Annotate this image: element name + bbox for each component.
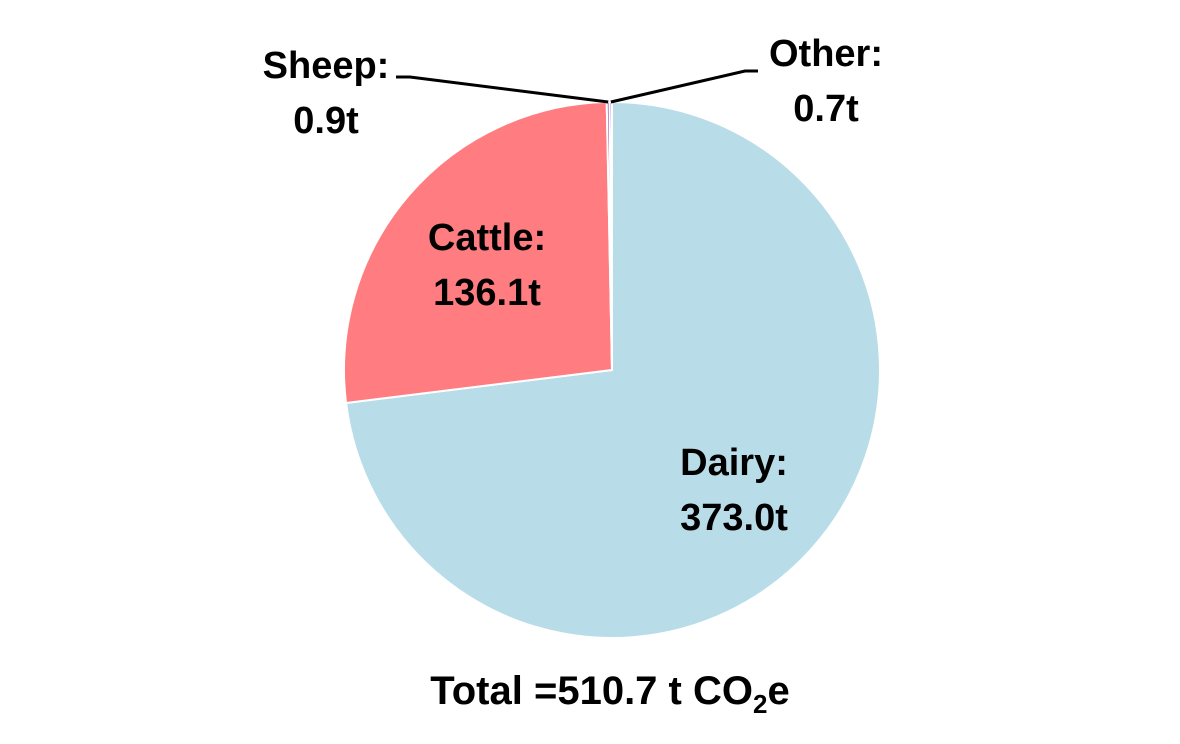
pie-slices [343, 100, 881, 639]
label-dairy-name: Dairy: [680, 442, 788, 484]
leader-line-other [610, 69, 758, 104]
total-suffix: e [767, 669, 789, 713]
leader-line-sheep [396, 75, 609, 104]
label-sheep-name: Sheep: [263, 45, 390, 87]
label-cattle-value: 136.1t [433, 272, 541, 314]
label-other-value: 0.7t [793, 88, 859, 130]
pie-slice-dairy [344, 100, 881, 639]
label-dairy-value: 373.0t [680, 497, 788, 539]
total-prefix: Total =510.7 t CO [430, 669, 753, 713]
label-cattle-name: Cattle: [428, 217, 546, 259]
label-sheep-value: 0.9t [293, 100, 359, 142]
label-other-name: Other: [769, 33, 883, 75]
total-subscript: 2 [753, 689, 767, 719]
total-caption: Total =510.7 t CO2e [430, 669, 789, 719]
pie-slice-cattle [343, 101, 614, 405]
leader-lines [396, 69, 758, 104]
